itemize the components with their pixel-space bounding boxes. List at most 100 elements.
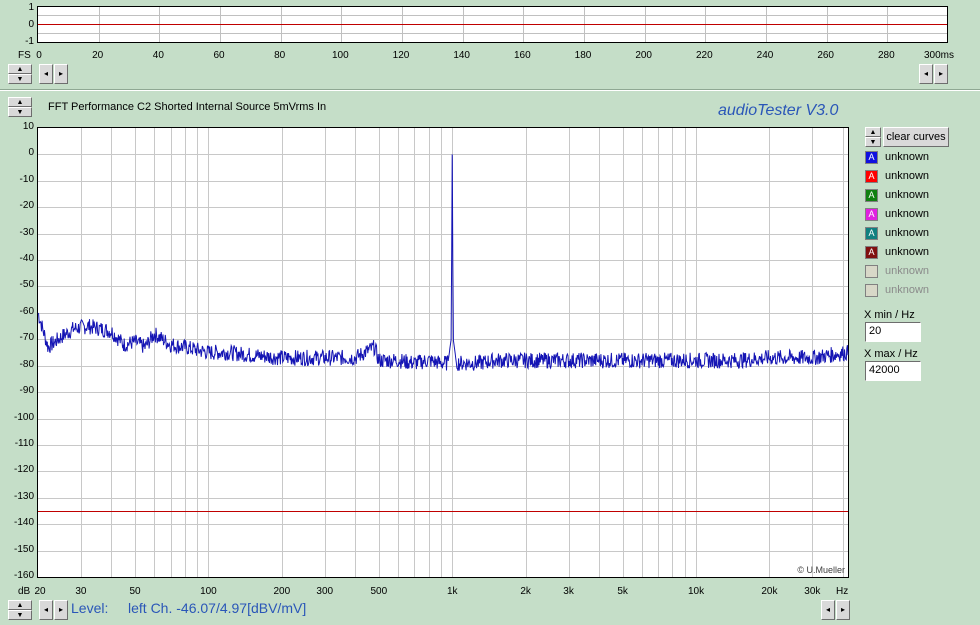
fft-x-tick: 200 <box>273 586 291 597</box>
fft-x-down-button[interactable]: ▼ <box>8 610 32 620</box>
scope-x-tick: 40 <box>152 50 164 61</box>
curve-label: unknown <box>885 265 930 277</box>
fft-left-start-button[interactable]: ◂ <box>39 600 53 620</box>
scope-x-tick: 100 <box>331 50 349 61</box>
scope-left-end-button[interactable]: ◂ <box>919 64 933 84</box>
scope-x-tick: 180 <box>574 50 592 61</box>
fft-plot: © U.Mueller <box>37 127 849 578</box>
fft-y-tick: -30 <box>19 226 34 238</box>
xmax-field[interactable]: 42000 <box>865 361 921 381</box>
scope-x-tick: 280 <box>877 50 895 61</box>
curve-spinner[interactable]: ▲ ▼ <box>865 127 881 147</box>
curve-color-swatch[interactable]: A <box>865 188 878 202</box>
fft-y-tick: -50 <box>19 279 34 291</box>
plot-title: FFT Performance C2 Shorted Internal Sour… <box>48 101 327 113</box>
fft-left-end-button[interactable]: ◂ <box>821 600 835 620</box>
fft-right-start-button[interactable]: ▸ <box>54 600 68 620</box>
curve-color-swatch[interactable] <box>865 283 878 297</box>
fft-x-tick: 30k <box>804 586 821 597</box>
curve-label: unknown <box>885 151 930 163</box>
scope-y-scale-spinner[interactable]: ▲ ▼ <box>8 64 32 84</box>
curve-color-swatch[interactable]: A <box>865 150 878 164</box>
fft-y-tick: -70 <box>19 332 34 344</box>
fft-y-tick: -140 <box>13 517 34 529</box>
fft-y-down-button[interactable]: ▼ <box>8 107 32 117</box>
fft-y-tick: 10 <box>22 121 34 132</box>
scope-x-tick: 0 <box>36 50 42 61</box>
fft-x-tick: 20k <box>761 586 778 597</box>
curve-label: unknown <box>885 208 930 220</box>
curve-color-swatch[interactable]: A <box>865 207 878 221</box>
scope-right-end-button[interactable]: ▸ <box>934 64 948 84</box>
curve-legend-row[interactable]: unknown <box>865 263 929 279</box>
y-unit-label: dB <box>18 586 31 597</box>
fft-x-tick: 300 <box>316 586 334 597</box>
scope-y-down-button[interactable]: ▼ <box>8 74 32 84</box>
fft-x-tick: 30 <box>75 586 87 597</box>
fft-y-tick: -20 <box>19 200 34 212</box>
curve-label: unknown <box>885 246 930 258</box>
curve-up-button[interactable]: ▲ <box>865 127 881 137</box>
fft-y-tick: -150 <box>13 543 34 555</box>
curve-label: unknown <box>885 189 930 201</box>
fft-y-tick: -10 <box>19 173 34 185</box>
curve-label: unknown <box>885 227 930 239</box>
fft-y-scale-spinner[interactable]: ▲ ▼ <box>8 97 32 117</box>
level-label: Level: <box>71 600 109 616</box>
curve-legend-row[interactable]: unknown <box>865 282 929 298</box>
fft-x-tick: 10k <box>687 586 705 597</box>
xmin-field[interactable]: 20 <box>865 322 921 342</box>
curve-color-swatch[interactable]: A <box>865 226 878 240</box>
x-unit-label: Hz <box>836 586 849 597</box>
scope-y-tick: -1 <box>25 36 34 47</box>
fft-y-tick: -90 <box>19 385 34 397</box>
fft-x-scale-spinner[interactable]: ▲ ▼ <box>8 600 32 620</box>
scope-y-tick: 0 <box>28 19 34 30</box>
curve-color-swatch[interactable]: A <box>865 245 878 259</box>
fft-x-up-button[interactable]: ▲ <box>8 600 32 610</box>
curve-label: unknown <box>885 170 930 182</box>
fft-right-end-button[interactable]: ▸ <box>836 600 850 620</box>
scope-x-tick: 160 <box>513 50 531 61</box>
fft-y-tick: -80 <box>19 358 34 370</box>
fft-x-tick: 5k <box>617 586 628 597</box>
scope-x-tick: 60 <box>213 50 225 61</box>
section-divider <box>0 89 980 91</box>
fft-x-tick: 1k <box>446 586 458 597</box>
scope-x-tick: 240 <box>756 50 774 61</box>
scope-left-start-button[interactable]: ◂ <box>39 64 53 84</box>
scope-y-tick: 1 <box>28 2 34 13</box>
fft-y-tick: -110 <box>14 437 34 449</box>
clear-curves-button[interactable]: clear curves <box>883 127 949 147</box>
fft-y-up-button[interactable]: ▲ <box>8 97 32 107</box>
scope-plot <box>37 6 948 43</box>
xmax-label: X max / Hz <box>864 348 918 360</box>
curve-color-swatch[interactable]: A <box>865 169 878 183</box>
fft-x-tick: 50 <box>129 586 141 597</box>
fft-x-tick: 2k <box>520 586 531 597</box>
scope-y-up-button[interactable]: ▲ <box>8 64 32 74</box>
level-readout: left Ch. -46.07/4.97[dBV/mV] <box>128 600 307 616</box>
scope-x-tick: 80 <box>274 50 286 61</box>
credit-text: © U.Mueller <box>797 565 845 575</box>
fft-y-tick: -100 <box>13 411 34 423</box>
scope-fs-label: FS <box>18 50 31 61</box>
fft-y-tick: -130 <box>13 490 34 502</box>
fft-x-tick: 100 <box>200 586 217 597</box>
curve-color-swatch[interactable] <box>865 264 878 278</box>
curve-down-button[interactable]: ▼ <box>865 137 881 147</box>
fft-trace-series-1 <box>37 154 849 371</box>
scope-x-tick: 20 <box>92 50 104 61</box>
fft-y-tick: -120 <box>13 464 34 476</box>
fft-y-tick: 0 <box>28 147 34 159</box>
scope-right-start-button[interactable]: ▸ <box>54 64 68 84</box>
scope-x-tick: 120 <box>392 50 410 61</box>
fft-x-tick: 3k <box>563 586 574 597</box>
scope-x-tick: 220 <box>695 50 713 61</box>
